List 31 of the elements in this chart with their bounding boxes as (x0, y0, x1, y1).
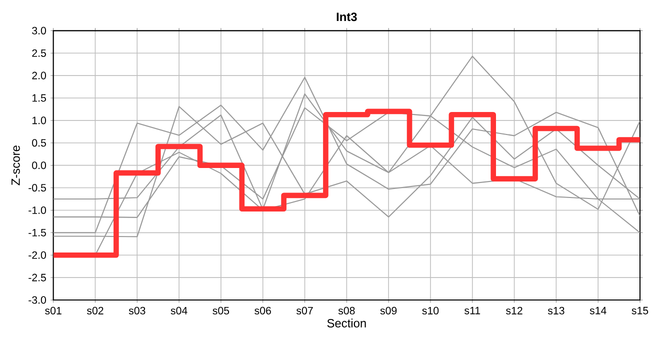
x-tick-label: s10 (422, 306, 439, 314)
y-tick-label: -1.0 (28, 206, 46, 214)
x-tick-label: s08 (338, 306, 355, 314)
x-tick-label: s09 (380, 306, 397, 314)
y-tick-label: 1.5 (32, 94, 46, 102)
y-tick-label: 2.0 (32, 72, 46, 80)
x-tick-label: s03 (128, 306, 146, 314)
x-tick-label: s04 (170, 306, 188, 314)
y-tick-label: 0.0 (32, 162, 46, 170)
x-tick-label: s06 (254, 306, 271, 314)
x-tick-label: s05 (212, 306, 230, 314)
x-tick-label: s15 (632, 306, 648, 314)
y-tick-label: -1.5 (28, 228, 46, 236)
x-tick-label: s01 (45, 306, 62, 314)
x-tick-label: s14 (590, 306, 606, 314)
y-tick-label: 1.0 (32, 116, 46, 124)
x-axis-title: Section (327, 318, 366, 328)
y-tick-label: -2.5 (28, 274, 46, 282)
y-tick-label: -3.0 (28, 296, 46, 304)
x-tick-label: s12 (506, 306, 522, 314)
y-axis-title: Z-score (12, 146, 20, 186)
x-tick-label: s02 (86, 306, 104, 314)
x-tick-label: s13 (548, 306, 564, 314)
y-tick-label: 0.5 (32, 139, 46, 147)
y-tick-label: -0.5 (28, 184, 46, 192)
x-tick-label: s07 (296, 306, 313, 314)
chart-title: Int3 (336, 12, 357, 22)
y-tick-label: 2.5 (32, 49, 46, 57)
y-tick-label: -2.0 (28, 251, 46, 259)
y-tick-label: 3.0 (32, 26, 46, 34)
x-tick-label: s11 (464, 306, 480, 314)
